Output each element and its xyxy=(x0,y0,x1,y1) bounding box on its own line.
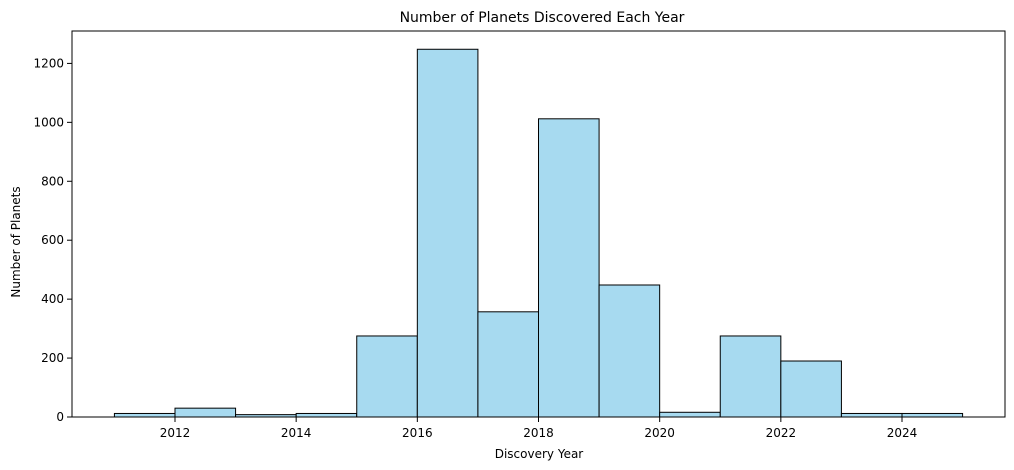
chart-title: Number of Planets Discovered Each Year xyxy=(400,10,685,26)
x-tick-label: 2014 xyxy=(281,426,312,440)
y-tick-label: 0 xyxy=(56,410,64,424)
histogram-bar-2012 xyxy=(174,407,237,418)
y-tick-label: 1000 xyxy=(33,115,64,129)
plot-frame xyxy=(71,30,1006,418)
histogram-bar-2021 xyxy=(719,335,782,418)
x-axis-ticks: 2012 2014 2016 2018 2020 2022 2024 xyxy=(160,417,918,440)
histogram-bar-2019 xyxy=(598,284,661,418)
x-tick-label: 2018 xyxy=(523,426,554,440)
x-tick-label: 2012 xyxy=(160,426,191,440)
x-tick-label: 2020 xyxy=(644,426,675,440)
x-tick-label: 2022 xyxy=(766,426,797,440)
y-axis-label: Number of Planets xyxy=(9,186,23,297)
bars-group xyxy=(113,48,964,418)
x-tick-label: 2024 xyxy=(887,426,918,440)
y-tick-label: 600 xyxy=(41,233,64,247)
y-tick-label: 1200 xyxy=(33,56,64,70)
x-axis-label: Discovery Year xyxy=(495,447,584,461)
histogram-bar-2011 xyxy=(113,412,176,418)
x-tick-label: 2016 xyxy=(402,426,433,440)
y-tick-label: 400 xyxy=(41,292,64,306)
y-tick-label: 800 xyxy=(41,174,64,188)
histogram-bar-2018 xyxy=(538,118,600,418)
y-axis-ticks: 0 200 400 600 800 1000 1200 xyxy=(33,56,72,424)
histogram-bar-2024 xyxy=(901,412,964,418)
histogram-bar-2017 xyxy=(477,311,540,418)
histogram-bar-2014 xyxy=(295,412,358,418)
histogram-bar-2015 xyxy=(356,335,418,418)
histogram-bar-2023 xyxy=(840,412,903,418)
y-tick-label: 200 xyxy=(41,351,64,365)
histogram-bar-2016 xyxy=(416,48,479,418)
histogram-bar-2022 xyxy=(780,360,842,418)
histogram-bar-2020 xyxy=(659,411,721,418)
